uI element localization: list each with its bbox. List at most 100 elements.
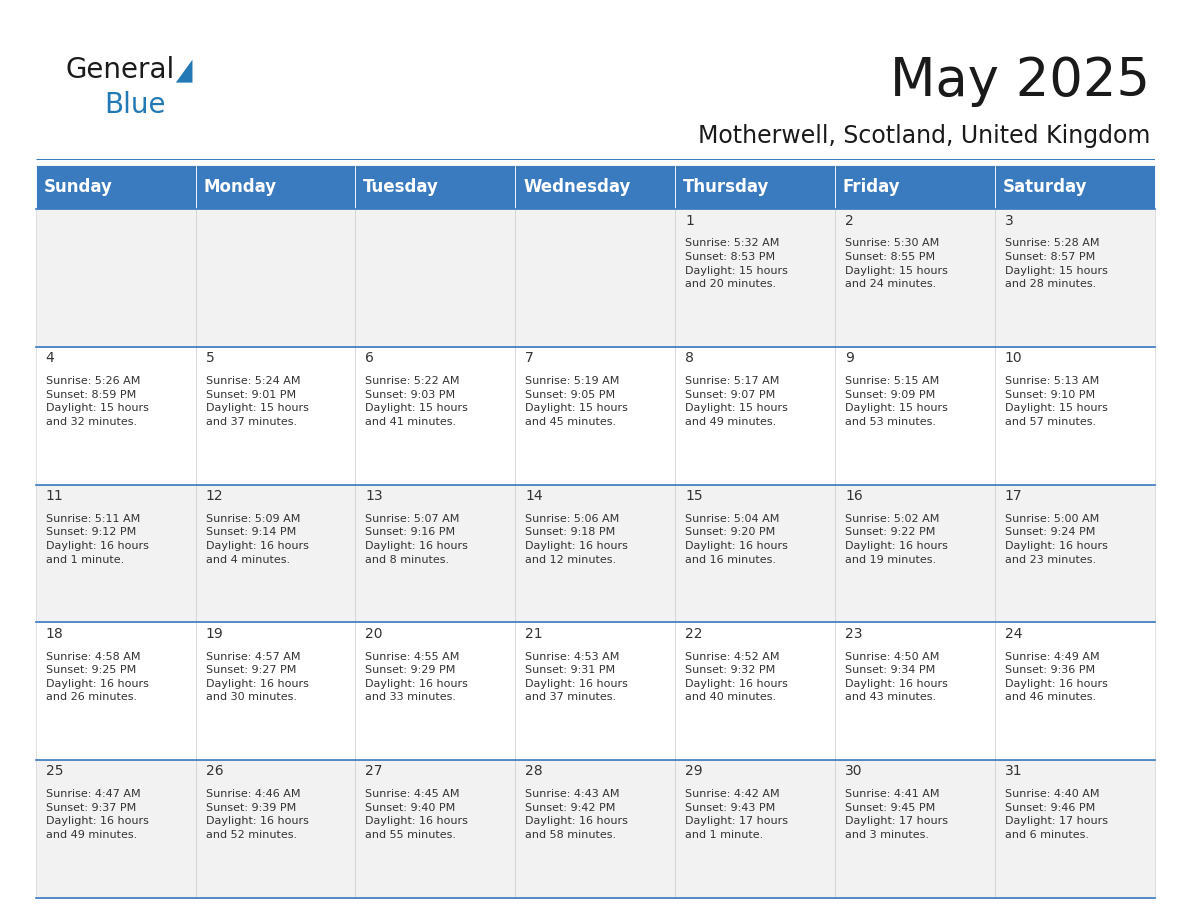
Text: Sunrise: 4:46 AM
Sunset: 9:39 PM
Daylight: 16 hours
and 52 minutes.: Sunrise: 4:46 AM Sunset: 9:39 PM Dayligh… [206, 789, 309, 840]
Text: Sunrise: 4:42 AM
Sunset: 9:43 PM
Daylight: 17 hours
and 1 minute.: Sunrise: 4:42 AM Sunset: 9:43 PM Dayligh… [685, 789, 788, 840]
Bar [994, 165, 1155, 209]
Text: Sunrise: 4:43 AM
Sunset: 9:42 PM
Daylight: 16 hours
and 58 minutes.: Sunrise: 4:43 AM Sunset: 9:42 PM Dayligh… [525, 789, 628, 840]
Text: Friday: Friday [842, 178, 901, 196]
Text: 30: 30 [845, 765, 862, 778]
Text: Sunrise: 4:47 AM
Sunset: 9:37 PM
Daylight: 16 hours
and 49 minutes.: Sunrise: 4:47 AM Sunset: 9:37 PM Dayligh… [45, 789, 148, 840]
Text: 19: 19 [206, 627, 223, 641]
Text: Sunrise: 5:24 AM
Sunset: 9:01 PM
Daylight: 15 hours
and 37 minutes.: Sunrise: 5:24 AM Sunset: 9:01 PM Dayligh… [206, 376, 309, 427]
Text: 14: 14 [525, 489, 543, 503]
Bar [516, 760, 675, 898]
Text: Wednesday: Wednesday [523, 178, 631, 196]
Bar [835, 622, 994, 760]
Text: Sunrise: 5:30 AM
Sunset: 8:55 PM
Daylight: 15 hours
and 24 minutes.: Sunrise: 5:30 AM Sunset: 8:55 PM Dayligh… [845, 239, 948, 289]
Bar [675, 485, 835, 622]
Text: 23: 23 [845, 627, 862, 641]
Bar [355, 209, 516, 347]
Bar [835, 165, 994, 209]
Bar [196, 209, 355, 347]
Text: 29: 29 [685, 765, 703, 778]
Bar [36, 165, 196, 209]
Bar [835, 760, 994, 898]
Bar [675, 209, 835, 347]
Text: Sunrise: 5:22 AM
Sunset: 9:03 PM
Daylight: 15 hours
and 41 minutes.: Sunrise: 5:22 AM Sunset: 9:03 PM Dayligh… [366, 376, 468, 427]
Bar [675, 347, 835, 485]
Text: Sunrise: 5:28 AM
Sunset: 8:57 PM
Daylight: 15 hours
and 28 minutes.: Sunrise: 5:28 AM Sunset: 8:57 PM Dayligh… [1005, 239, 1108, 289]
Bar [835, 347, 994, 485]
Bar [196, 622, 355, 760]
Bar [675, 760, 835, 898]
Bar [516, 165, 675, 209]
Text: 11: 11 [45, 489, 63, 503]
Text: Sunrise: 5:09 AM
Sunset: 9:14 PM
Daylight: 16 hours
and 4 minutes.: Sunrise: 5:09 AM Sunset: 9:14 PM Dayligh… [206, 514, 309, 565]
Bar [196, 165, 355, 209]
Bar [675, 622, 835, 760]
Text: 13: 13 [366, 489, 383, 503]
Text: Sunrise: 4:52 AM
Sunset: 9:32 PM
Daylight: 16 hours
and 40 minutes.: Sunrise: 4:52 AM Sunset: 9:32 PM Dayligh… [685, 652, 788, 702]
Bar [196, 347, 355, 485]
Text: 10: 10 [1005, 352, 1023, 365]
Bar [994, 760, 1155, 898]
Bar [355, 622, 516, 760]
Bar [835, 209, 994, 347]
Text: Blue: Blue [105, 91, 166, 119]
Text: General: General [65, 56, 175, 84]
Text: Tuesday: Tuesday [364, 178, 440, 196]
Bar [835, 485, 994, 622]
Text: Sunrise: 4:53 AM
Sunset: 9:31 PM
Daylight: 16 hours
and 37 minutes.: Sunrise: 4:53 AM Sunset: 9:31 PM Dayligh… [525, 652, 628, 702]
Bar [355, 485, 516, 622]
Bar [36, 347, 196, 485]
Text: Sunrise: 5:00 AM
Sunset: 9:24 PM
Daylight: 16 hours
and 23 minutes.: Sunrise: 5:00 AM Sunset: 9:24 PM Dayligh… [1005, 514, 1108, 565]
Text: 7: 7 [525, 352, 535, 365]
Text: Thursday: Thursday [683, 178, 770, 196]
Text: Sunrise: 5:19 AM
Sunset: 9:05 PM
Daylight: 15 hours
and 45 minutes.: Sunrise: 5:19 AM Sunset: 9:05 PM Dayligh… [525, 376, 628, 427]
Text: 21: 21 [525, 627, 543, 641]
Bar [355, 347, 516, 485]
Text: 3: 3 [1005, 214, 1013, 228]
Text: 15: 15 [685, 489, 703, 503]
Text: 25: 25 [45, 765, 63, 778]
Bar [516, 347, 675, 485]
Text: Monday: Monday [203, 178, 277, 196]
Bar [355, 760, 516, 898]
Text: 17: 17 [1005, 489, 1023, 503]
Text: Sunrise: 4:49 AM
Sunset: 9:36 PM
Daylight: 16 hours
and 46 minutes.: Sunrise: 4:49 AM Sunset: 9:36 PM Dayligh… [1005, 652, 1108, 702]
Text: 24: 24 [1005, 627, 1023, 641]
Bar [36, 209, 196, 347]
Text: Sunrise: 5:02 AM
Sunset: 9:22 PM
Daylight: 16 hours
and 19 minutes.: Sunrise: 5:02 AM Sunset: 9:22 PM Dayligh… [845, 514, 948, 565]
Bar [36, 622, 196, 760]
Bar [516, 209, 675, 347]
Text: 1: 1 [685, 214, 694, 228]
Text: Sunrise: 5:13 AM
Sunset: 9:10 PM
Daylight: 15 hours
and 57 minutes.: Sunrise: 5:13 AM Sunset: 9:10 PM Dayligh… [1005, 376, 1108, 427]
Text: Sunrise: 5:06 AM
Sunset: 9:18 PM
Daylight: 16 hours
and 12 minutes.: Sunrise: 5:06 AM Sunset: 9:18 PM Dayligh… [525, 514, 628, 565]
Text: Sunrise: 4:41 AM
Sunset: 9:45 PM
Daylight: 17 hours
and 3 minutes.: Sunrise: 4:41 AM Sunset: 9:45 PM Dayligh… [845, 789, 948, 840]
Bar [994, 347, 1155, 485]
Text: Motherwell, Scotland, United Kingdom: Motherwell, Scotland, United Kingdom [697, 124, 1150, 148]
Text: 28: 28 [525, 765, 543, 778]
Text: 22: 22 [685, 627, 702, 641]
Text: Sunrise: 5:11 AM
Sunset: 9:12 PM
Daylight: 16 hours
and 1 minute.: Sunrise: 5:11 AM Sunset: 9:12 PM Dayligh… [45, 514, 148, 565]
Bar [675, 165, 835, 209]
Text: 27: 27 [366, 765, 383, 778]
Text: Sunrise: 4:58 AM
Sunset: 9:25 PM
Daylight: 16 hours
and 26 minutes.: Sunrise: 4:58 AM Sunset: 9:25 PM Dayligh… [45, 652, 148, 702]
Text: May 2025: May 2025 [890, 55, 1150, 107]
Text: 16: 16 [845, 489, 862, 503]
Text: Sunrise: 4:40 AM
Sunset: 9:46 PM
Daylight: 17 hours
and 6 minutes.: Sunrise: 4:40 AM Sunset: 9:46 PM Dayligh… [1005, 789, 1108, 840]
Text: 4: 4 [45, 352, 55, 365]
Bar [36, 760, 196, 898]
Bar [994, 485, 1155, 622]
Bar [196, 760, 355, 898]
Bar [994, 622, 1155, 760]
Text: 2: 2 [845, 214, 854, 228]
Text: Sunrise: 5:32 AM
Sunset: 8:53 PM
Daylight: 15 hours
and 20 minutes.: Sunrise: 5:32 AM Sunset: 8:53 PM Dayligh… [685, 239, 788, 289]
Text: 12: 12 [206, 489, 223, 503]
Text: Sunrise: 4:57 AM
Sunset: 9:27 PM
Daylight: 16 hours
and 30 minutes.: Sunrise: 4:57 AM Sunset: 9:27 PM Dayligh… [206, 652, 309, 702]
Text: Saturday: Saturday [1003, 178, 1087, 196]
Text: Sunrise: 5:26 AM
Sunset: 8:59 PM
Daylight: 15 hours
and 32 minutes.: Sunrise: 5:26 AM Sunset: 8:59 PM Dayligh… [45, 376, 148, 427]
Text: 6: 6 [366, 352, 374, 365]
Text: 18: 18 [45, 627, 63, 641]
Text: Sunrise: 4:50 AM
Sunset: 9:34 PM
Daylight: 16 hours
and 43 minutes.: Sunrise: 4:50 AM Sunset: 9:34 PM Dayligh… [845, 652, 948, 702]
Text: Sunrise: 5:04 AM
Sunset: 9:20 PM
Daylight: 16 hours
and 16 minutes.: Sunrise: 5:04 AM Sunset: 9:20 PM Dayligh… [685, 514, 788, 565]
Bar [994, 209, 1155, 347]
Bar [196, 485, 355, 622]
Text: 20: 20 [366, 627, 383, 641]
